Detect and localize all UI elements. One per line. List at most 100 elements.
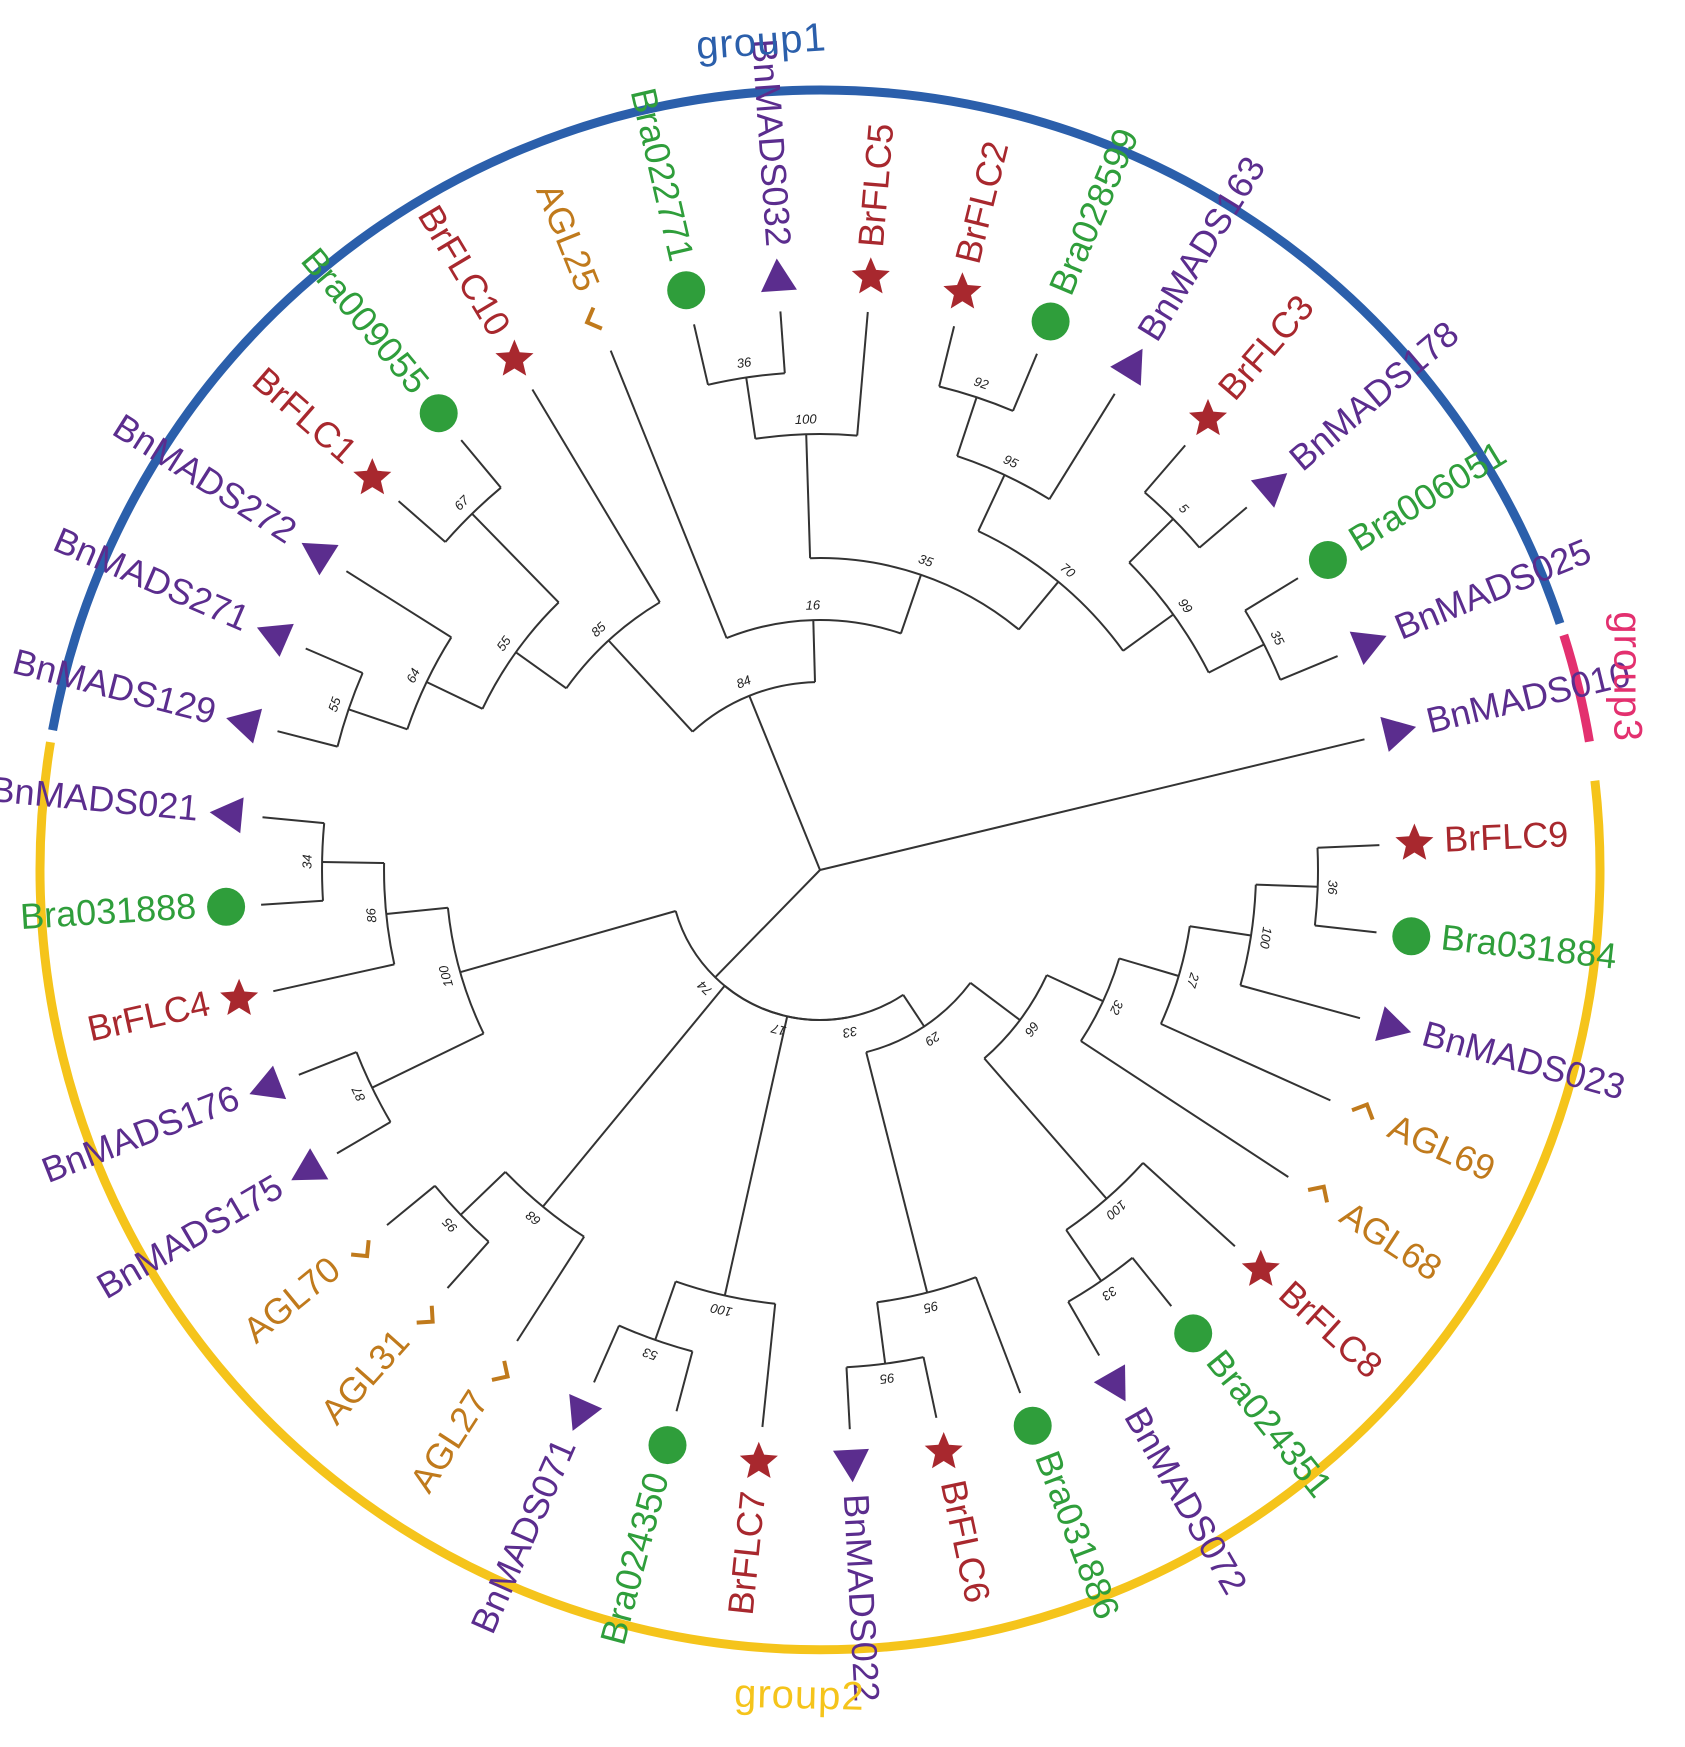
- leaf-label: BrFLC5: [850, 122, 901, 249]
- branch-line: [371, 1032, 485, 1089]
- green-circle-marker: [1174, 1314, 1213, 1353]
- branch-line: [1142, 1162, 1236, 1247]
- leaf-label: AGL70: [235, 1248, 348, 1351]
- branch-arc: [977, 530, 1124, 652]
- leaf-label: BnMADS176: [36, 1077, 245, 1191]
- branch-arc: [846, 1356, 924, 1369]
- bootstrap-value: 68: [522, 1207, 543, 1228]
- branch-line: [748, 695, 821, 871]
- branch-line: [322, 861, 385, 864]
- green-circle-marker: [648, 1426, 687, 1465]
- bootstrap-value: 5: [1176, 500, 1192, 516]
- branch-arc: [383, 862, 396, 965]
- bootstrap-value: 36: [1325, 880, 1340, 896]
- bootstrap-values: 35 5 99 92 95 70 36 100 35 16 67 55 64 55 85 84 34 86 87 10…: [299, 354, 1340, 1387]
- branch-line: [819, 738, 1365, 871]
- bootstrap-value: 36: [736, 354, 753, 371]
- bootstrap-value: 66: [1021, 1019, 1042, 1040]
- branch-arc: [865, 982, 972, 1054]
- branch-line: [974, 1276, 1022, 1394]
- branch-line: [714, 869, 821, 978]
- branch-line: [460, 1171, 507, 1216]
- branch-line: [1314, 924, 1377, 934]
- branch-arc: [355, 1051, 392, 1123]
- blue-triangle-marker: [249, 1065, 287, 1100]
- red-star-marker: [739, 1441, 778, 1478]
- branch-line: [977, 474, 1006, 532]
- bootstrap-value: 16: [805, 597, 821, 612]
- leaf-label: BrFLC9: [1443, 813, 1569, 859]
- group-arcs: [35, 85, 1605, 1655]
- branch-arc: [481, 601, 560, 710]
- blue-triangle-marker: [1250, 473, 1288, 508]
- branch-line: [460, 439, 502, 489]
- branch-line: [899, 574, 922, 634]
- branch-line: [593, 1325, 620, 1383]
- leaf-label: AGL25: [528, 178, 608, 297]
- branch-arc: [983, 974, 1048, 1060]
- bootstrap-value: 100: [435, 963, 456, 989]
- branch-arc: [675, 1280, 776, 1305]
- branch-line: [542, 985, 726, 1208]
- blue-triangle-marker: [1349, 631, 1387, 665]
- leaf-label: BnMADS023: [1418, 1013, 1630, 1108]
- blue-triangle-marker: [569, 1393, 603, 1431]
- leaf-label: Bra028599: [1041, 122, 1147, 300]
- red-star-marker: [1395, 823, 1434, 860]
- bootstrap-value: 86: [363, 907, 379, 924]
- branch-line: [262, 816, 325, 825]
- branch-line: [1128, 518, 1174, 564]
- bootstrap-value: 87: [348, 1084, 368, 1104]
- branch-line: [515, 651, 567, 690]
- leaf-label: Bra031886: [1027, 1445, 1128, 1624]
- group1-label: group1: [695, 15, 828, 68]
- branch-line: [386, 906, 449, 915]
- branch-line: [298, 1051, 357, 1076]
- branch-line: [1046, 974, 1104, 1003]
- blue-triangle-marker: [1375, 1006, 1412, 1042]
- branch-line: [805, 434, 812, 559]
- branch-arc: [707, 372, 785, 386]
- branch-line: [261, 899, 324, 906]
- leaf-label: Bra009055: [293, 240, 437, 402]
- branch-arc: [724, 985, 848, 1021]
- leaf-label: BnMADS021: [0, 768, 200, 828]
- bootstrap-value: 53: [640, 1344, 659, 1363]
- bootstrap-value: 35: [1267, 628, 1287, 648]
- red-star-marker: [353, 458, 392, 495]
- branch-line: [1080, 1040, 1289, 1178]
- orange-corner-marker: [416, 1305, 435, 1325]
- branch-line: [856, 311, 869, 436]
- branch-line: [1118, 957, 1179, 977]
- branch-arc: [336, 672, 364, 747]
- branch-line: [336, 1121, 392, 1155]
- branch-line: [471, 513, 560, 604]
- bootstrap-value: 27: [1184, 970, 1203, 990]
- branch-arc: [1067, 1257, 1134, 1303]
- blue-triangle-marker: [291, 1148, 329, 1181]
- branch-arc: [938, 385, 1014, 412]
- branch-line: [1143, 444, 1186, 494]
- group3-arc: [1559, 633, 1594, 743]
- branch-line: [305, 647, 363, 674]
- group3-label: group3: [1606, 611, 1650, 742]
- branch-arc: [504, 1171, 585, 1238]
- branch-arc: [565, 601, 661, 689]
- leaf-label: BrFLC2: [947, 137, 1017, 267]
- branch-arc: [1313, 847, 1319, 926]
- leaf-label: Bra031884: [1439, 916, 1619, 976]
- bootstrap-value: 34: [299, 854, 314, 869]
- branch-arc: [956, 455, 1050, 501]
- leaf-label: BnMADS072: [1116, 1400, 1255, 1601]
- leaf-label: BrFLC4: [84, 982, 214, 1049]
- branch-line: [531, 388, 661, 603]
- leaf-label: BrFLC8: [1271, 1272, 1390, 1386]
- tree-branches: [261, 311, 1380, 1430]
- leaf-label: AGL68: [1333, 1193, 1449, 1289]
- bootstrap-value: 35: [917, 551, 936, 570]
- branch-line: [1317, 844, 1380, 849]
- red-star-marker: [1241, 1249, 1280, 1286]
- branch-arc: [434, 1185, 490, 1243]
- branch-line: [1208, 643, 1265, 674]
- group1-arc: [48, 85, 1565, 732]
